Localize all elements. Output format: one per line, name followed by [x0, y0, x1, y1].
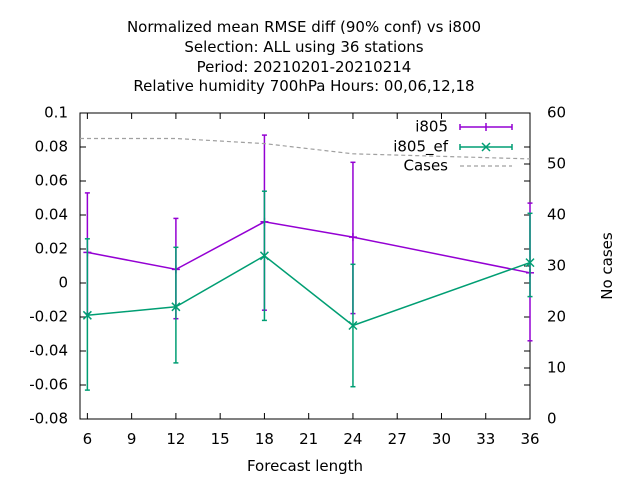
x-axis-label: Forecast length	[247, 457, 363, 475]
y2-tick-label: 10	[547, 359, 566, 377]
y2-tick-label: 60	[547, 104, 566, 122]
data-point	[82, 310, 92, 320]
marker-stroke	[82, 310, 92, 320]
y1-tick-label: -0.08	[29, 410, 68, 428]
x-tick-label: 33	[476, 430, 495, 448]
x-tick-label: 36	[520, 430, 539, 448]
x-tick-label: 6	[83, 430, 93, 448]
legend-item: i805_ef	[393, 138, 513, 157]
title-line-2: Selection: ALL using 36 stations	[184, 38, 423, 56]
series-layer	[80, 134, 535, 391]
plot-frame	[79, 112, 531, 420]
series-line-i805	[87, 221, 531, 274]
y1-tick-label: -0.04	[29, 342, 68, 360]
y1-axis: 0.1 0.08 0.06 0.04 0.02 0 -0.02 -0.04 -0.06 -0.08	[29, 104, 530, 428]
x-tick-label: 18	[255, 430, 274, 448]
y1-tick-label: -0.02	[29, 308, 68, 326]
marker-stroke	[348, 320, 358, 331]
y2-axis-label: No cases	[598, 232, 616, 300]
x-tick-label: 9	[127, 430, 137, 448]
marker-stroke	[259, 251, 269, 261]
legend-item: i805	[415, 118, 513, 136]
y1-tick-label: 0.06	[35, 172, 68, 190]
title-line-3: Period: 20210201-20210214	[197, 58, 412, 76]
y1-tick-label: 0	[58, 274, 68, 292]
legend-item: Cases	[403, 157, 512, 175]
title-line-1: Normalized mean RMSE diff (90% conf) vs …	[127, 18, 481, 36]
series-line-i805-ef	[87, 254, 531, 327]
x-tick-label: 30	[432, 430, 451, 448]
y1-tick-label: 0.08	[35, 138, 68, 156]
x-tick-label: 12	[166, 430, 185, 448]
y1-tick-label: 0.02	[35, 240, 68, 258]
data-point	[348, 320, 358, 331]
marker-stroke	[525, 258, 535, 268]
x-tick-label: 15	[211, 430, 230, 448]
y2-tick-label: 40	[547, 206, 566, 224]
legend-label: Cases	[403, 157, 448, 175]
x-axis: 6 9 12 15 18 21 24 27 30 33 36	[83, 113, 540, 448]
data-point	[348, 233, 357, 242]
x-tick-label: 27	[388, 430, 407, 448]
y1-tick-label: 0.04	[35, 206, 68, 224]
legend-label: i805_ef	[393, 138, 449, 157]
data-point	[525, 258, 535, 268]
y2-tick-label: 30	[547, 257, 566, 275]
x-tick-label: 21	[299, 430, 318, 448]
y1-tick-label: 0.1	[44, 104, 68, 122]
y2-tick-label: 20	[547, 308, 566, 326]
y1-tick-label: -0.06	[29, 376, 68, 394]
x-tick-label: 24	[343, 430, 362, 448]
legend-marker	[481, 142, 491, 152]
y2-tick-label: 0	[547, 410, 557, 428]
y2-tick-label: 50	[547, 155, 566, 173]
marker-stroke	[171, 302, 181, 312]
data-point	[171, 302, 181, 312]
legend-label: i805	[415, 118, 448, 136]
series-line-cases	[80, 137, 531, 160]
chart-title: Normalized mean RMSE diff (90% conf) vs …	[127, 18, 481, 95]
y2-axis: 60 50 40 30 20 10 0	[524, 104, 566, 428]
title-line-4: Relative humidity 700hPa Hours: 00,06,12…	[133, 77, 474, 95]
data-point	[259, 251, 269, 261]
